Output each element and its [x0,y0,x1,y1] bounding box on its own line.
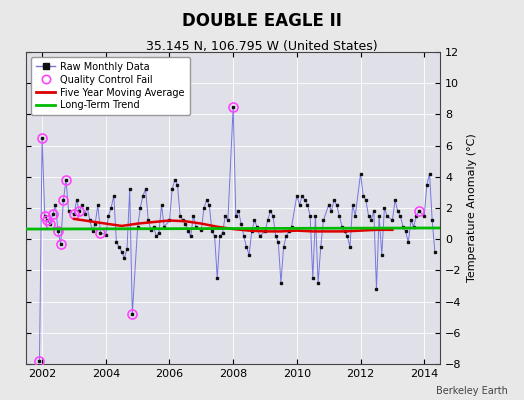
Text: DOUBLE EAGLE II: DOUBLE EAGLE II [182,12,342,30]
Y-axis label: Temperature Anomaly (°C): Temperature Anomaly (°C) [467,134,477,282]
Legend: Raw Monthly Data, Quality Control Fail, Five Year Moving Average, Long-Term Tren: Raw Monthly Data, Quality Control Fail, … [31,57,190,115]
Text: Berkeley Earth: Berkeley Earth [436,386,508,396]
Text: 35.145 N, 106.795 W (United States): 35.145 N, 106.795 W (United States) [146,40,378,53]
